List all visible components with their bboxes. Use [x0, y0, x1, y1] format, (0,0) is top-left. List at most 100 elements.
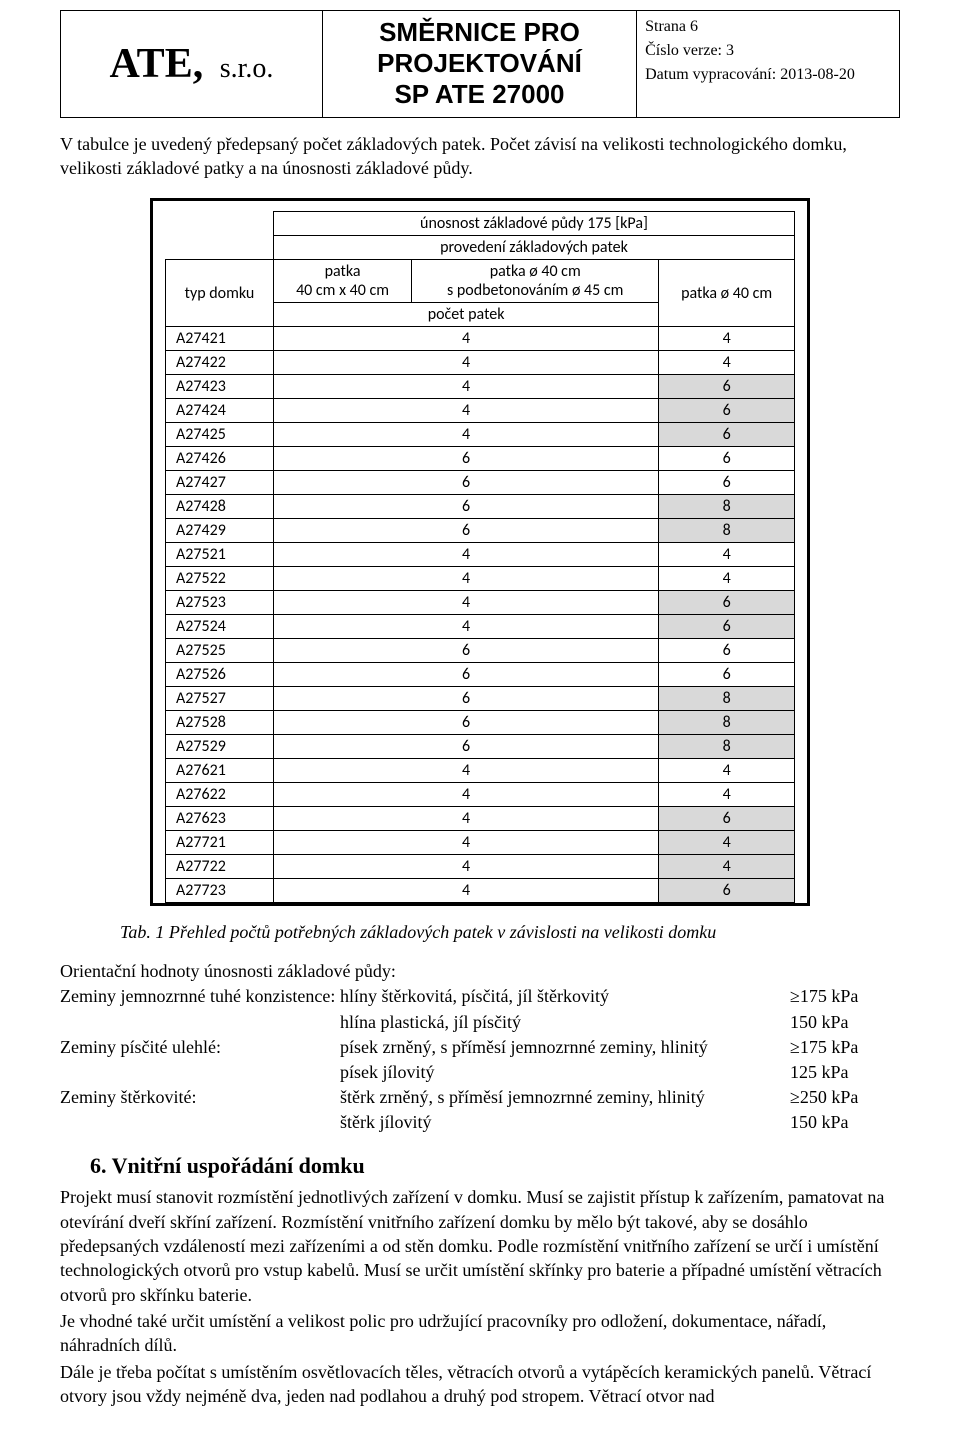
cell-typ: A27522 [166, 567, 274, 591]
cell-c1: 4 [273, 327, 658, 351]
soil-value: ≥175 kPa [790, 984, 900, 1009]
cell-c3: 8 [659, 495, 795, 519]
table-row: A2752868 [166, 711, 795, 735]
cell-c3: 6 [659, 639, 795, 663]
soil-label [60, 1110, 340, 1135]
cell-typ: A27623 [166, 807, 274, 831]
soil-row: písek jílovitý125 kPa [60, 1060, 900, 1085]
version-number: Číslo verze: 3 [645, 39, 891, 63]
section-6-p1: Projekt musí stanovit rozmístění jednotl… [60, 1185, 900, 1306]
cell-c1: 6 [273, 687, 658, 711]
cell-c1: 4 [273, 399, 658, 423]
cell-c1: 4 [273, 879, 658, 903]
cell-typ: A27524 [166, 615, 274, 639]
cell-c1: 4 [273, 807, 658, 831]
table-body: A2742144A2742244A2742346A2742446A2742546… [166, 327, 795, 903]
soil-value: ≥175 kPa [790, 1035, 900, 1060]
cell-c1: 4 [273, 783, 658, 807]
cell-c3: 4 [659, 831, 795, 855]
cell-typ: A27423 [166, 375, 274, 399]
cell-typ: A27525 [166, 639, 274, 663]
table-row: A2752144 [166, 543, 795, 567]
table-row: A2742244 [166, 351, 795, 375]
soil-desc: hlíny štěrkovitá, písčitá, jíl štěrkovit… [340, 984, 790, 1009]
soil-value: ≥250 kPa [790, 1085, 900, 1110]
cell-c3: 4 [659, 783, 795, 807]
table-row: A2752968 [166, 735, 795, 759]
soil-desc: písek zrněný, s příměsí jemnozrnné zemin… [340, 1035, 790, 1060]
soil-desc: štěrk jílovitý [340, 1110, 790, 1135]
soil-row: Zeminy písčité ulehlé:písek zrněný, s př… [60, 1035, 900, 1060]
cell-typ: A27527 [166, 687, 274, 711]
table-title: únosnost základové půdy 175 [kPa] [273, 212, 794, 236]
foundation-table: únosnost základové půdy 175 [kPa] proved… [165, 211, 795, 903]
cell-c1: 6 [273, 471, 658, 495]
table-row: A2752346 [166, 591, 795, 615]
soil-row: Zeminy jemnozrnné tuhé konzistence:hlíny… [60, 984, 900, 1009]
cell-c1: 4 [273, 615, 658, 639]
soil-value: 150 kPa [790, 1010, 900, 1035]
cell-c1: 4 [273, 855, 658, 879]
company-suffix: s.r.o. [220, 53, 274, 84]
table-row: A2762244 [166, 783, 795, 807]
soil-label: Zeminy štěrkovité: [60, 1085, 340, 1110]
cell-typ: A27622 [166, 783, 274, 807]
cell-c3: 8 [659, 687, 795, 711]
table-header-col3: patka ø 40 cm [659, 260, 795, 327]
table-row: A2772244 [166, 855, 795, 879]
cell-typ: A27424 [166, 399, 274, 423]
table-header-col2: patka ø 40 cm s podbetonováním ø 45 cm [412, 260, 659, 303]
cell-c3: 6 [659, 399, 795, 423]
page-number: Strana 6 [645, 15, 891, 39]
cell-typ: A27427 [166, 471, 274, 495]
doc-meta-cell: Strana 6 Číslo verze: 3 Datum vypracován… [637, 11, 899, 117]
cell-typ: A27528 [166, 711, 274, 735]
cell-c3: 6 [659, 471, 795, 495]
cell-c1: 4 [273, 375, 658, 399]
table-row: A2742968 [166, 519, 795, 543]
page: ATE, s.r.o. SMĚRNICE PRO PROJEKTOVÁNÍ SP… [0, 0, 960, 1448]
cell-c1: 4 [273, 831, 658, 855]
table-header-col1: patka 40 cm x 40 cm [273, 260, 411, 303]
table-header-typ: typ domku [166, 260, 274, 327]
soil-row: štěrk jílovitý150 kPa [60, 1110, 900, 1135]
cell-c3: 6 [659, 375, 795, 399]
doc-title-line1: SMĚRNICE PRO [327, 17, 632, 48]
cell-c3: 4 [659, 855, 795, 879]
cell-typ: A27523 [166, 591, 274, 615]
cell-c3: 6 [659, 807, 795, 831]
cell-c1: 6 [273, 663, 658, 687]
table-row: A2772144 [166, 831, 795, 855]
table-row: A2762346 [166, 807, 795, 831]
intro-paragraph: V tabulce je uvedený předepsaný počet zá… [60, 132, 900, 181]
soil-row: hlína plastická, jíl písčitý150 kPa [60, 1010, 900, 1035]
cell-c1: 6 [273, 495, 658, 519]
cell-typ: A27421 [166, 327, 274, 351]
table-row: A2762144 [166, 759, 795, 783]
cell-c3: 8 [659, 519, 795, 543]
header: ATE, s.r.o. SMĚRNICE PRO PROJEKTOVÁNÍ SP… [60, 10, 900, 118]
cell-c3: 4 [659, 567, 795, 591]
soil-heading: Orientační hodnoty únosnosti základové p… [60, 959, 900, 984]
table-row: A2772346 [166, 879, 795, 903]
cell-c3: 6 [659, 879, 795, 903]
soil-row: Zeminy štěrkovité:štěrk zrněný, s příměs… [60, 1085, 900, 1110]
soil-desc: štěrk zrněný, s příměsí jemnozrnné zemin… [340, 1085, 790, 1110]
table-row: A2742446 [166, 399, 795, 423]
cell-c3: 6 [659, 615, 795, 639]
cell-c3: 6 [659, 423, 795, 447]
company-logo-cell: ATE, s.r.o. [61, 11, 323, 117]
cell-c1: 4 [273, 423, 658, 447]
cell-typ: A27426 [166, 447, 274, 471]
cell-c3: 6 [659, 663, 795, 687]
cell-c1: 6 [273, 639, 658, 663]
soil-desc: hlína plastická, jíl písčitý [340, 1010, 790, 1035]
table-row: A2752768 [166, 687, 795, 711]
table-row: A2752566 [166, 639, 795, 663]
cell-c1: 4 [273, 567, 658, 591]
cell-typ: A27722 [166, 855, 274, 879]
cell-c1: 6 [273, 447, 658, 471]
data-table-wrapper: únosnost základové půdy 175 [kPa] proved… [150, 198, 810, 906]
cell-c1: 4 [273, 543, 658, 567]
section-6-title: 6. Vnitřní uspořádání domku [90, 1153, 900, 1179]
